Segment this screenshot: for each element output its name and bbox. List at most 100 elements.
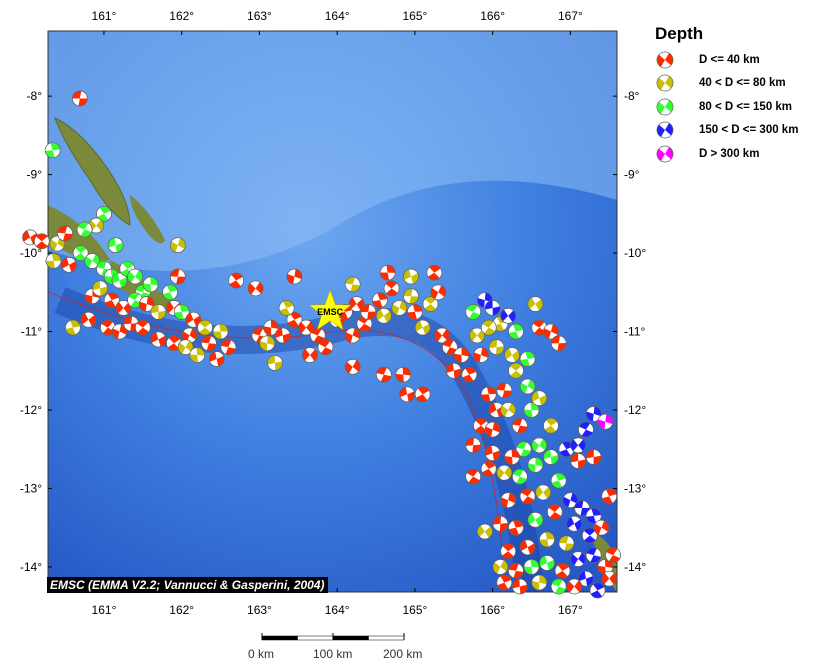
beachball bbox=[247, 280, 264, 297]
beachball bbox=[111, 323, 128, 340]
beachball bbox=[309, 327, 326, 344]
beachball bbox=[317, 339, 334, 356]
legend-title: Depth bbox=[655, 24, 704, 43]
legend-label: D > 300 km bbox=[699, 147, 760, 160]
beachball bbox=[570, 437, 586, 454]
beachball bbox=[391, 300, 408, 316]
beachball bbox=[543, 449, 559, 465]
star-icon bbox=[308, 289, 352, 331]
beachball bbox=[527, 457, 544, 473]
focal-mechanisms bbox=[22, 90, 621, 599]
beachball bbox=[45, 253, 62, 269]
beachball bbox=[484, 421, 501, 438]
beachball bbox=[44, 142, 61, 159]
beachball bbox=[539, 555, 555, 571]
beachball bbox=[504, 347, 520, 363]
beachball bbox=[500, 308, 516, 324]
beachball bbox=[574, 500, 590, 516]
beachball bbox=[465, 304, 481, 320]
lat-tick-label: -13° bbox=[624, 481, 646, 495]
beachball bbox=[426, 264, 443, 281]
beachball bbox=[170, 237, 186, 253]
beachball bbox=[162, 284, 178, 301]
beachball bbox=[376, 366, 392, 383]
beachball bbox=[115, 300, 132, 316]
beachball bbox=[61, 257, 77, 273]
beachball bbox=[57, 225, 73, 242]
lat-tick-label: -11° bbox=[21, 325, 42, 339]
beachball bbox=[543, 323, 559, 340]
beachball bbox=[570, 453, 586, 469]
beachball bbox=[208, 351, 225, 367]
beachball bbox=[395, 366, 412, 383]
lon-tick-label: 162° bbox=[169, 9, 194, 23]
beachball bbox=[348, 296, 365, 312]
beachball bbox=[453, 347, 470, 363]
legend-label: 40 < D <= 80 km bbox=[699, 77, 786, 90]
beachball bbox=[523, 402, 540, 418]
beachball bbox=[519, 351, 536, 367]
lat-tick-label: -8° bbox=[624, 89, 640, 103]
lon-tick-label: 165° bbox=[402, 603, 427, 617]
beachball bbox=[123, 315, 139, 332]
beachball bbox=[539, 531, 555, 548]
beachball bbox=[360, 304, 377, 320]
lon-tick-label: 167° bbox=[558, 9, 583, 23]
beachball bbox=[127, 268, 143, 285]
beachball bbox=[496, 382, 513, 399]
beachball bbox=[562, 492, 579, 509]
beachball bbox=[170, 268, 186, 285]
beachball bbox=[344, 276, 361, 293]
scale-label-100: 100 km bbox=[313, 647, 353, 661]
beachball bbox=[589, 582, 606, 599]
beachball-icon bbox=[656, 121, 674, 139]
beachball bbox=[111, 272, 128, 289]
lat-tick-label: -10° bbox=[20, 246, 42, 260]
beachball bbox=[286, 311, 303, 328]
star-label: EMSC bbox=[317, 307, 344, 317]
beachball bbox=[550, 472, 567, 489]
beachball bbox=[508, 563, 524, 579]
beachball bbox=[484, 300, 501, 316]
beachball bbox=[33, 233, 50, 250]
map-caption: EMSC (EMMA V2.2; Vannucci & Gasperini, 2… bbox=[47, 577, 328, 593]
lat-tick-label: -12° bbox=[20, 403, 42, 417]
scale-bar: 0 km 100 km 200 km bbox=[240, 630, 440, 666]
beachball bbox=[519, 539, 536, 556]
lon-tick-label: 162° bbox=[169, 603, 194, 617]
beachball bbox=[372, 292, 388, 308]
beachball bbox=[656, 51, 674, 69]
lat-tick-label: -12° bbox=[624, 403, 646, 417]
beachball bbox=[527, 512, 544, 528]
beachball bbox=[531, 574, 548, 591]
beachball bbox=[177, 339, 194, 356]
beachball bbox=[519, 378, 536, 395]
beachball bbox=[578, 421, 594, 438]
beachball bbox=[547, 504, 563, 520]
beachball bbox=[220, 339, 237, 356]
lat-tick-label: -11° bbox=[624, 325, 645, 339]
lon-tick-label: 164° bbox=[325, 9, 350, 23]
beachball bbox=[138, 296, 155, 312]
beachball bbox=[531, 437, 548, 454]
beachball bbox=[527, 296, 544, 312]
beachball bbox=[488, 339, 505, 356]
beachball bbox=[566, 515, 583, 532]
beachball bbox=[535, 484, 551, 501]
beachball bbox=[488, 402, 505, 418]
beachball bbox=[344, 359, 361, 375]
beachball bbox=[519, 488, 536, 505]
beachball bbox=[465, 468, 481, 485]
lon-tick-label: 161° bbox=[92, 9, 117, 23]
beachball bbox=[578, 570, 594, 587]
lat-tick-label: -9° bbox=[624, 168, 640, 182]
beachball bbox=[512, 417, 528, 434]
beachball bbox=[150, 304, 167, 320]
beachball bbox=[523, 559, 540, 575]
beachball bbox=[597, 413, 614, 430]
lon-tick-label: 161° bbox=[92, 603, 117, 617]
beachball bbox=[656, 121, 674, 139]
lat-tick-label: -14° bbox=[20, 560, 42, 574]
beachball bbox=[100, 319, 116, 336]
beachball bbox=[469, 327, 485, 344]
